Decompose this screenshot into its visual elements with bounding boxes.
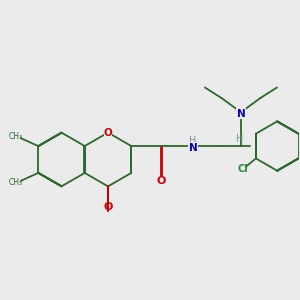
Text: O: O [157,176,166,187]
Text: H: H [236,134,243,144]
Text: Cl: Cl [238,164,249,175]
Text: N: N [189,142,197,153]
Text: CH₃: CH₃ [9,178,23,187]
Text: N: N [237,109,245,119]
Text: O: O [103,128,112,138]
Text: O: O [103,202,113,212]
Text: H: H [189,136,197,146]
Text: CH₃: CH₃ [9,132,23,141]
